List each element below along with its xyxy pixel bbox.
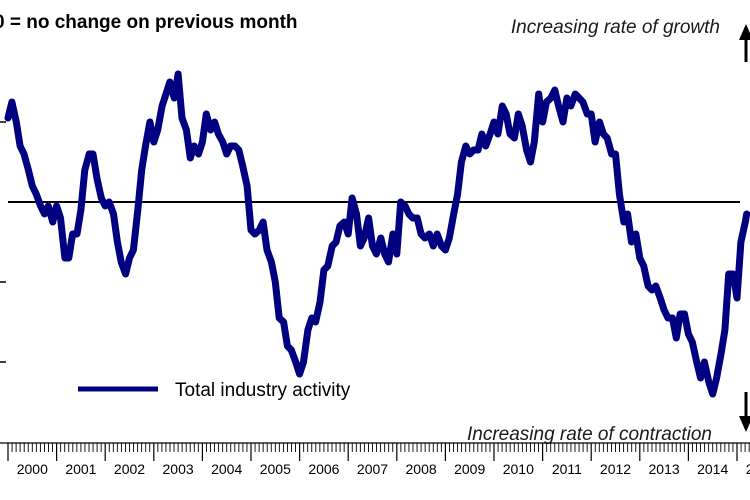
x-tick-label: 2011 bbox=[552, 461, 582, 477]
contraction-annotation: Increasing rate of contraction bbox=[467, 424, 712, 445]
x-tick-label: 2006 bbox=[308, 461, 339, 477]
series-line-total-industry-activity bbox=[4, 70, 750, 398]
x-tick-label: 2004 bbox=[211, 461, 242, 477]
x-tick-label: 2013 bbox=[649, 461, 680, 477]
x-tick-label: 2005 bbox=[260, 461, 291, 477]
contraction-arrow-icon bbox=[739, 392, 750, 432]
x-tick-label: 2009 bbox=[454, 461, 485, 477]
y-axis-ticks bbox=[0, 121, 6, 363]
x-tick-label: 2015 bbox=[746, 461, 750, 477]
x-tick-label: 2010 bbox=[503, 461, 534, 477]
x-tick-label: 2001 bbox=[65, 461, 96, 477]
x-tick-label: 2012 bbox=[600, 461, 631, 477]
x-tick-label: 2007 bbox=[357, 461, 388, 477]
chart-note: 0 = no change on previous month bbox=[0, 12, 298, 33]
x-tick-label: 2000 bbox=[17, 461, 48, 477]
legend: Total industry activity bbox=[78, 380, 351, 401]
x-tick-label: 2008 bbox=[406, 461, 437, 477]
x-tick-label: 2002 bbox=[114, 461, 145, 477]
x-axis: 2000 2001 2002 2003 2004 2005 2006 2007 2008 2009… bbox=[0, 442, 750, 477]
x-tick-label: 2003 bbox=[163, 461, 194, 477]
legend-label: Total industry activity bbox=[175, 380, 351, 401]
x-tick-label: 2014 bbox=[697, 461, 728, 477]
growth-arrow-icon bbox=[739, 24, 750, 62]
growth-annotation: Increasing rate of growth bbox=[511, 17, 720, 38]
